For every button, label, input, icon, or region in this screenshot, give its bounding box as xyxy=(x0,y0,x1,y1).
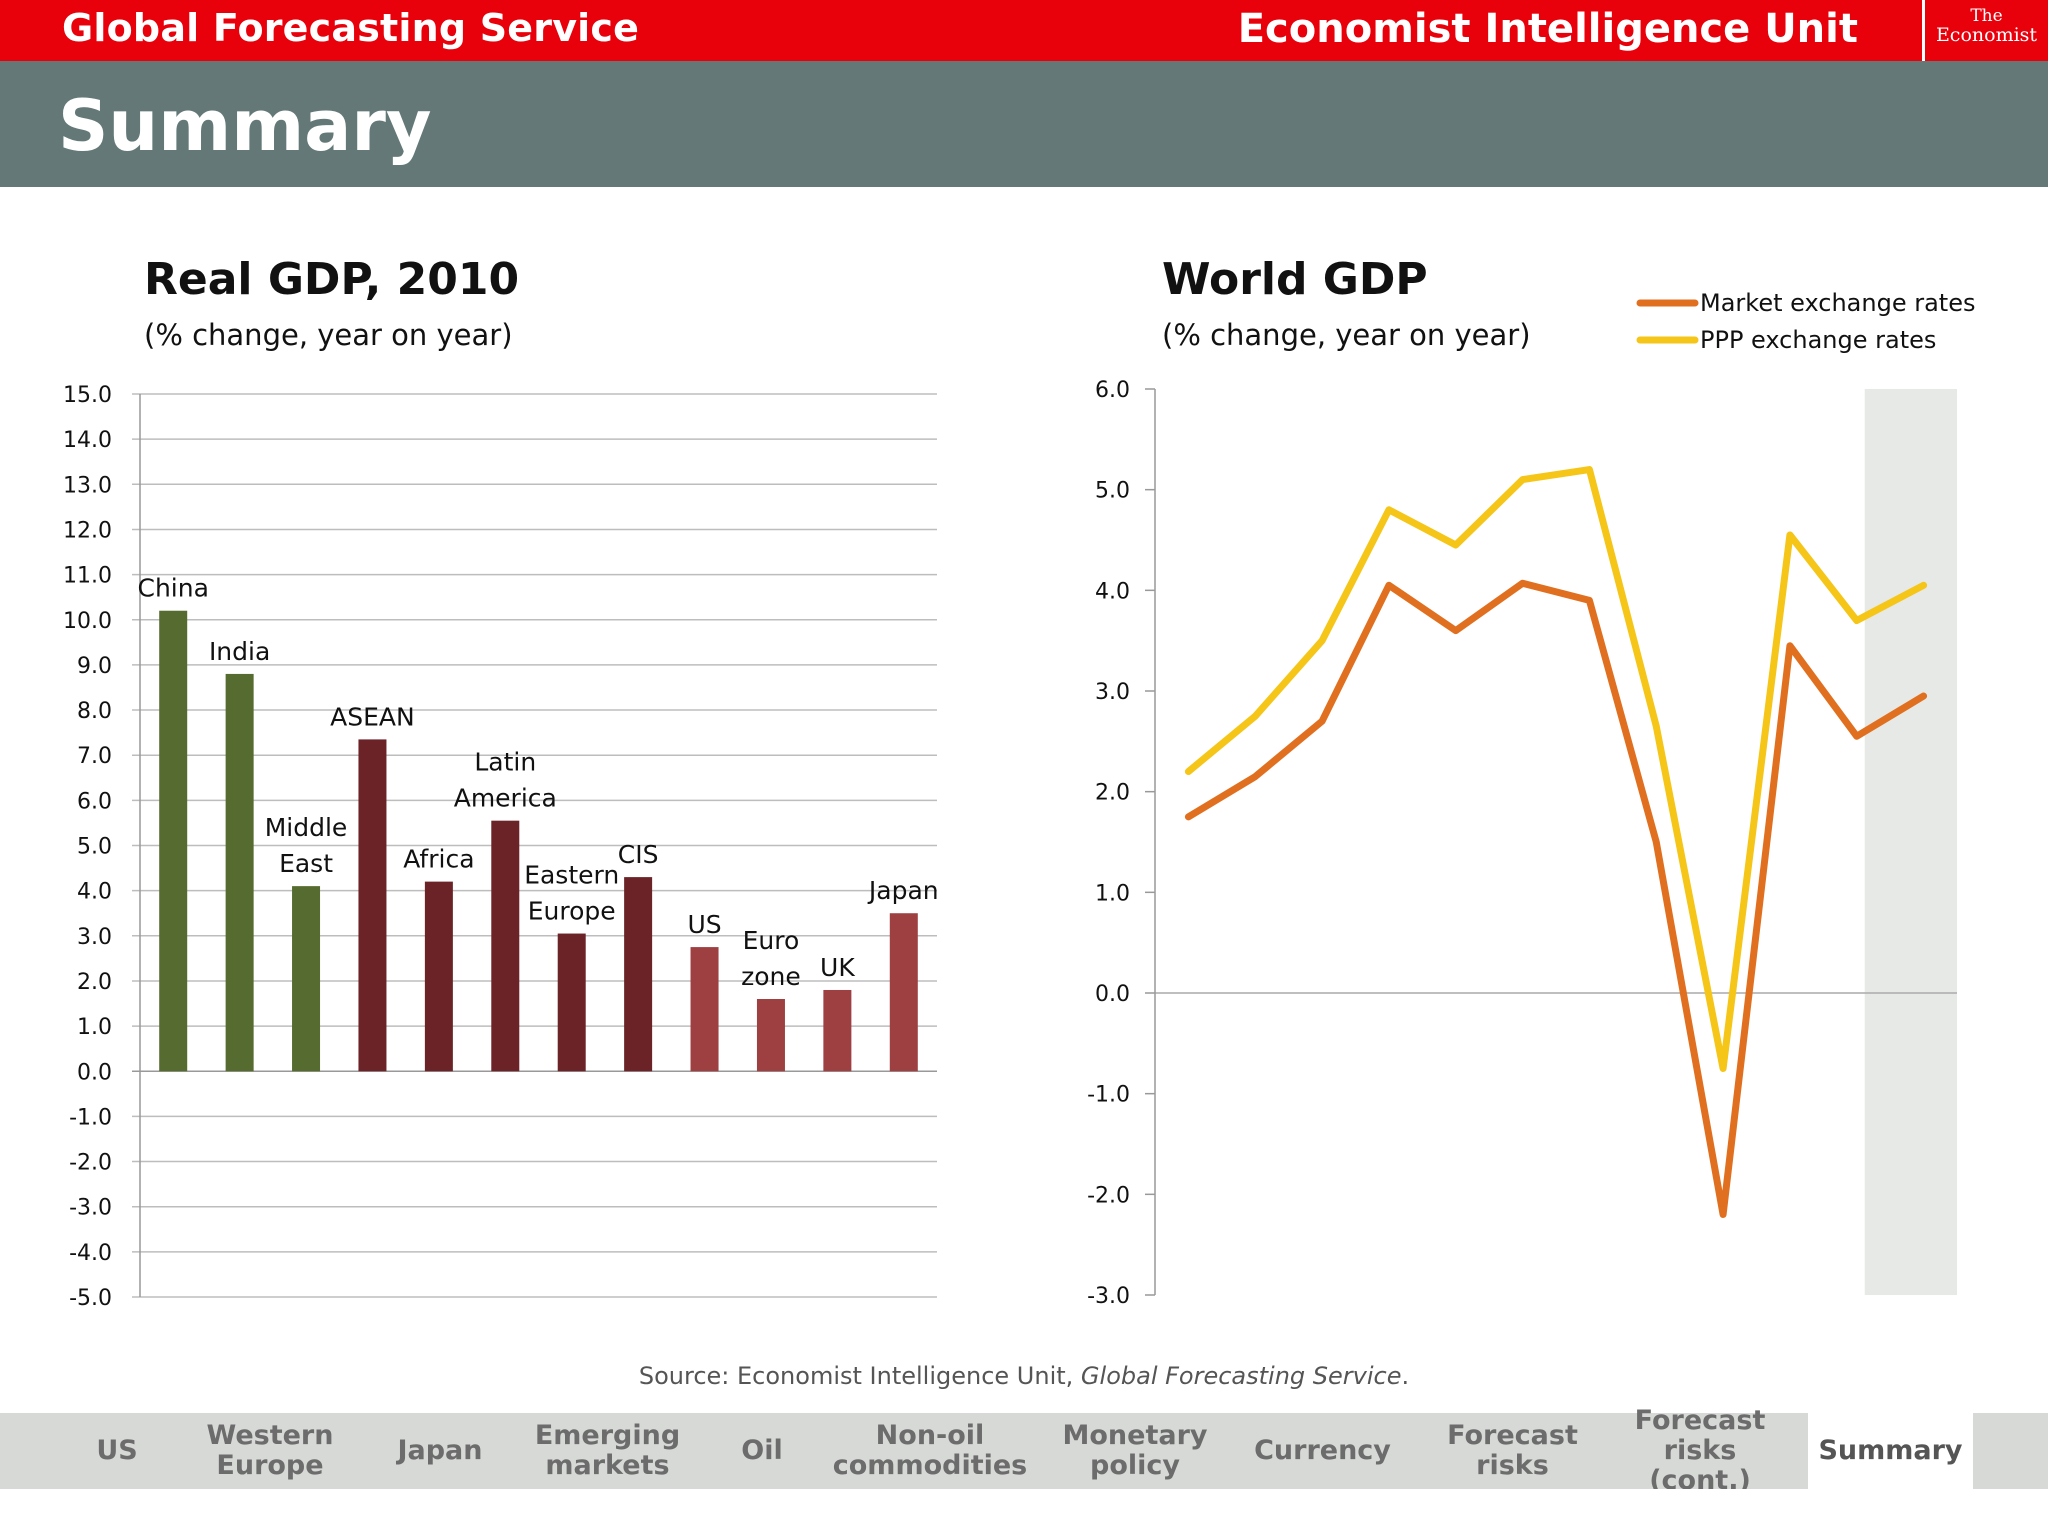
page-title: Summary xyxy=(58,85,432,167)
y-tick-label: 13.0 xyxy=(63,473,112,498)
top-bar: Global Forecasting Service Economist Int… xyxy=(0,0,2048,61)
bar xyxy=(823,989,852,1072)
y-tick-label: 3.0 xyxy=(1095,680,1130,705)
tab-japan[interactable]: Japan xyxy=(397,1435,483,1466)
y-tick-label: -3.0 xyxy=(69,1196,112,1221)
logo-line-1: The xyxy=(1970,6,2003,26)
bar-label: Middle xyxy=(265,813,348,842)
y-tick-label: 2.0 xyxy=(1095,781,1130,806)
line-chart-subtitle: (% change, year on year) xyxy=(1162,318,1531,352)
y-tick-label: 3.0 xyxy=(77,925,112,950)
y-tick-label: -2.0 xyxy=(1087,1183,1130,1208)
bar-label: UK xyxy=(820,953,855,982)
bar xyxy=(358,739,387,1072)
bar xyxy=(159,610,188,1072)
bar-label: CIS xyxy=(618,840,659,869)
source-suffix: . xyxy=(1401,1362,1410,1390)
y-tick-label: 5.0 xyxy=(77,835,112,860)
line-chart-title: World GDP xyxy=(1162,254,1428,305)
bar-label: ASEAN xyxy=(330,702,415,731)
bar-label: India xyxy=(209,637,270,666)
bar-chart-title: Real GDP, 2010 xyxy=(144,254,520,305)
header-band: Summary xyxy=(0,61,2048,187)
bar-label: Latin xyxy=(474,748,536,777)
real-gdp-bar-chart: 15.0 14.0 13.0 12.0 11.0 10.0 9.0 8.0 7.0 6.0 5.0 4… xyxy=(63,383,939,1311)
y-tick-label: -5.0 xyxy=(69,1286,112,1311)
y-tick-label: 10.0 xyxy=(63,609,112,634)
y-tick-label: 12.0 xyxy=(63,518,112,543)
bar-label: Euro xyxy=(743,926,800,955)
y-tick-label: 8.0 xyxy=(77,699,112,724)
series-line xyxy=(1184,579,1928,1218)
tab-forecast-risks-cont[interactable]: Forecast risks (cont.) xyxy=(1634,1405,1766,1496)
source-note: Source: Economist Intelligence Unit, Glo… xyxy=(0,1362,2048,1390)
bar-label: Japan xyxy=(867,876,939,905)
y-tick-label: 1.0 xyxy=(1095,881,1130,906)
y-tick-label: 6.0 xyxy=(77,789,112,814)
tab-forecast-risks[interactable]: Forecast risks xyxy=(1447,1420,1578,1481)
tab-summary[interactable]: Summary xyxy=(1808,1413,1973,1489)
y-tick-label: -2.0 xyxy=(69,1151,112,1176)
bar xyxy=(889,913,918,1072)
y-tick-label: -1.0 xyxy=(1087,1083,1130,1108)
tab-non-oil-commodities[interactable]: Non-oil commodities xyxy=(832,1420,1028,1481)
y-tick-label: -1.0 xyxy=(69,1105,112,1130)
legend-label: Market exchange rates xyxy=(1700,289,1975,317)
y-tick-label: 1.0 xyxy=(77,1015,112,1040)
logo-line-2: Economist xyxy=(1935,24,2038,46)
tab-oil[interactable]: Oil xyxy=(741,1435,783,1466)
bar-label: zone xyxy=(741,962,801,991)
y-tick-label: 14.0 xyxy=(63,428,112,453)
source-italic: Global Forecasting Service xyxy=(1080,1362,1402,1390)
y-tick-label: 15.0 xyxy=(63,383,112,408)
y-tick-label: 0.0 xyxy=(1095,982,1130,1007)
y-tick-label: -4.0 xyxy=(69,1241,112,1266)
forecast-shade xyxy=(1864,389,1957,1295)
y-tick-label: 9.0 xyxy=(77,654,112,679)
bar-chart-subtitle: (% change, year on year) xyxy=(144,318,513,352)
tab-currency[interactable]: Currency xyxy=(1254,1435,1391,1466)
tab-us[interactable]: US xyxy=(96,1435,138,1466)
y-tick-label: 5.0 xyxy=(1095,479,1130,504)
y-tick-label: 4.0 xyxy=(1095,579,1130,604)
bottom-strip xyxy=(0,1489,2048,1536)
service-title: Global Forecasting Service xyxy=(62,6,640,50)
tab-monetary-policy[interactable]: Monetary policy xyxy=(1062,1420,1208,1481)
bar-label: East xyxy=(279,849,333,878)
bar xyxy=(292,886,321,1072)
bar xyxy=(624,877,653,1072)
bar-label: Eastern xyxy=(524,861,619,890)
tab-emerging-markets[interactable]: Emerging markets xyxy=(534,1420,681,1481)
y-tick-label: 4.0 xyxy=(77,880,112,905)
source-prefix: Source: Economist Intelligence Unit, xyxy=(638,1362,1081,1390)
y-tick-label: 6.0 xyxy=(1095,378,1130,403)
world-gdp-line-chart: 6.05.04.03.02.01.00.0-1.0-2.0-3.02001200… xyxy=(1087,289,1975,1309)
bar xyxy=(756,999,785,1072)
economist-logo: The Economist xyxy=(1922,0,2048,61)
bar xyxy=(491,820,520,1072)
y-tick-label: 7.0 xyxy=(77,744,112,769)
legend-label: PPP exchange rates xyxy=(1700,326,1936,354)
bar-label: Africa xyxy=(403,845,474,874)
bar-label: Europe xyxy=(528,897,616,926)
y-tick-label: -3.0 xyxy=(1087,1284,1130,1309)
y-tick-label: 2.0 xyxy=(77,970,112,995)
bar-label: US xyxy=(687,910,721,939)
bar xyxy=(424,881,453,1072)
bar-label: America xyxy=(454,784,557,813)
series-line xyxy=(1184,466,1928,1072)
y-tick-label: 11.0 xyxy=(63,564,112,589)
bar xyxy=(557,933,586,1072)
brand-title: Economist Intelligence Unit xyxy=(1237,6,1858,52)
bar xyxy=(225,673,254,1072)
bar xyxy=(690,947,719,1072)
tab-western-europe[interactable]: Western Europe xyxy=(206,1420,334,1481)
bar-label: China xyxy=(137,574,208,603)
y-tick-label: 0.0 xyxy=(77,1060,112,1085)
section-nav: US Western Europe Japan Emerging markets… xyxy=(0,1405,2048,1496)
